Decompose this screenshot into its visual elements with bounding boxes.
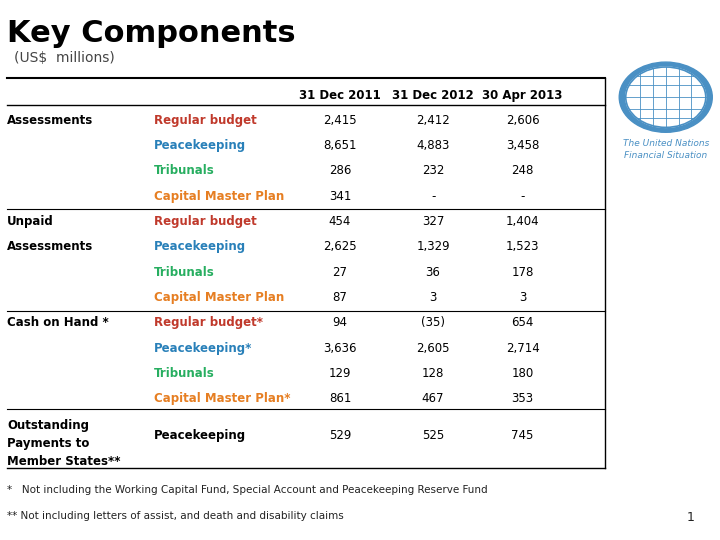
Text: Regular budget: Regular budget (154, 114, 256, 127)
Text: Regular budget*: Regular budget* (154, 316, 263, 329)
Text: Peacekeeping: Peacekeeping (154, 139, 246, 152)
Text: 87: 87 (333, 291, 348, 304)
Text: 454: 454 (329, 215, 351, 228)
Text: 128: 128 (422, 367, 444, 380)
Text: Regular budget: Regular budget (154, 215, 256, 228)
Text: (US$  millions): (US$ millions) (14, 51, 115, 65)
Text: Tribunals: Tribunals (154, 165, 215, 178)
Text: 1,404: 1,404 (505, 215, 539, 228)
Text: 3,636: 3,636 (323, 342, 357, 355)
Text: 654: 654 (511, 316, 534, 329)
Text: Cash on Hand *: Cash on Hand * (7, 316, 109, 329)
Text: -: - (521, 190, 525, 203)
Text: Assessments: Assessments (7, 240, 94, 253)
Text: 525: 525 (422, 429, 444, 442)
Text: 2,412: 2,412 (416, 114, 450, 127)
Text: 30 Apr 2013: 30 Apr 2013 (482, 89, 563, 102)
Text: 94: 94 (333, 316, 348, 329)
Text: 1: 1 (687, 511, 695, 524)
Text: 353: 353 (511, 393, 534, 406)
Text: Peacekeeping: Peacekeeping (154, 429, 246, 442)
Text: 1,329: 1,329 (416, 240, 450, 253)
Circle shape (619, 62, 712, 132)
Text: 341: 341 (329, 190, 351, 203)
Text: 248: 248 (511, 165, 534, 178)
Text: Capital Master Plan: Capital Master Plan (154, 291, 284, 304)
Text: 2,714: 2,714 (505, 342, 539, 355)
Text: 861: 861 (329, 393, 351, 406)
Text: 8,651: 8,651 (323, 139, 357, 152)
Text: Peacekeeping*: Peacekeeping* (154, 342, 252, 355)
Text: 178: 178 (511, 266, 534, 279)
Text: Tribunals: Tribunals (154, 266, 215, 279)
Text: (35): (35) (421, 316, 445, 329)
Text: 2,625: 2,625 (323, 240, 357, 253)
Text: Assessments: Assessments (7, 114, 94, 127)
Text: The United Nations
Financial Situation: The United Nations Financial Situation (623, 139, 709, 160)
Text: -: - (431, 190, 436, 203)
Text: 286: 286 (329, 165, 351, 178)
Text: 232: 232 (422, 165, 444, 178)
Text: Key Components: Key Components (7, 19, 296, 48)
Text: 467: 467 (422, 393, 444, 406)
Text: 3: 3 (429, 291, 437, 304)
Text: 129: 129 (329, 367, 351, 380)
Text: 3,458: 3,458 (506, 139, 539, 152)
Text: *   Not including the Working Capital Fund, Special Account and Peacekeeping Res: * Not including the Working Capital Fund… (7, 485, 487, 495)
Text: 180: 180 (511, 367, 534, 380)
Text: 31 Dec 2012: 31 Dec 2012 (392, 89, 474, 102)
Text: 31 Dec 2011: 31 Dec 2011 (300, 89, 381, 102)
Text: 529: 529 (329, 429, 351, 442)
Text: 36: 36 (426, 266, 441, 279)
Text: 27: 27 (333, 266, 348, 279)
Text: Unpaid: Unpaid (7, 215, 54, 228)
Text: 327: 327 (422, 215, 444, 228)
Text: 3: 3 (519, 291, 526, 304)
Circle shape (626, 67, 706, 127)
Text: ** Not including letters of assist, and death and disability claims: ** Not including letters of assist, and … (7, 511, 344, 521)
Text: 745: 745 (511, 429, 534, 442)
Text: Capital Master Plan*: Capital Master Plan* (154, 393, 290, 406)
Text: 4,883: 4,883 (416, 139, 450, 152)
Text: Tribunals: Tribunals (154, 367, 215, 380)
Text: Peacekeeping: Peacekeeping (154, 240, 246, 253)
Text: Capital Master Plan: Capital Master Plan (154, 190, 284, 203)
Text: 2,415: 2,415 (323, 114, 357, 127)
Text: 2,606: 2,606 (505, 114, 539, 127)
Text: 1,523: 1,523 (506, 240, 539, 253)
Text: 2,605: 2,605 (416, 342, 450, 355)
Text: Outstanding
Payments to
Member States**: Outstanding Payments to Member States** (7, 419, 121, 468)
